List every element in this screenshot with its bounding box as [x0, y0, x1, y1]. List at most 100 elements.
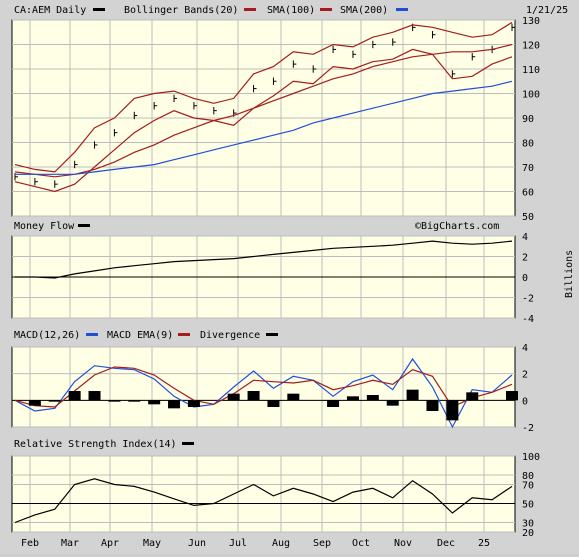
x-tick-label: Mar [61, 538, 79, 549]
y-tick-label: 100 [522, 90, 540, 101]
series-line-rsi [14, 478, 513, 524]
y-tick-label: 90 [522, 114, 534, 125]
divergence-bar [386, 400, 399, 406]
macd-legend-divergence: Divergence [200, 330, 260, 341]
legend-swatch-sma100 [320, 8, 332, 11]
x-tick-label: 25 [478, 538, 490, 549]
price-y-ticks: 50 60 70 80 90 100 110 120 130 [522, 16, 540, 223]
y-tick-label: 0 [522, 396, 528, 407]
series-line-bollinger-upper [14, 21, 513, 173]
y-tick-label: 0 [522, 273, 528, 284]
divergence-bar [466, 392, 479, 401]
series-line-macd [14, 357, 513, 429]
money-flow-title: Money Flow [14, 221, 75, 232]
x-tick-label: Feb [21, 538, 39, 549]
x-axis-ticks: Feb Mar Apr May Jun Jul Aug Sep Oct Nov Dec 25 [21, 538, 490, 549]
x-tick-label: Apr [101, 538, 119, 549]
macd-legend-ema: MACD EMA(9) [107, 330, 173, 341]
divergence-bar [406, 389, 419, 401]
macd-y-ticks: 4 2 0 -2 [522, 343, 534, 434]
money-flow-y-ticks: 4 2 0 -2 -4 [522, 232, 534, 325]
chart-symbol: CA:AEM Daily [14, 5, 86, 16]
divergence-bar [88, 391, 101, 401]
divergence-bar [327, 400, 340, 407]
legend-label-bollinger: Bollinger Bands(20) [124, 5, 238, 16]
divergence-bar [128, 400, 141, 402]
price-series [14, 21, 515, 193]
x-tick-label: Aug [272, 538, 290, 549]
price-panel: 50 60 70 80 90 100 110 120 130 CA:AEM Daily Boll… [11, 5, 568, 232]
divergence-bar [287, 393, 300, 401]
y-tick-label: -4 [522, 314, 534, 325]
x-tick-label: Oct [352, 538, 370, 549]
macd-swatch-ema [178, 333, 190, 336]
x-tick-label: Jun [188, 538, 206, 549]
y-tick-label: 30 [522, 519, 534, 530]
x-tick-label: Nov [394, 538, 412, 549]
legend-swatch-price [93, 8, 105, 11]
x-tick-label: May [143, 538, 161, 549]
series-line-sma-100- [14, 43, 513, 178]
y-tick-label: 2 [522, 370, 528, 381]
rsi-swatch [182, 442, 194, 445]
legend-label-sma200: SMA(200) [340, 5, 388, 16]
y-tick-label: -2 [522, 423, 534, 434]
x-tick-label: Sep [313, 538, 331, 549]
legend-swatch-sma200 [396, 8, 408, 11]
y-tick-label: 80 [522, 471, 534, 482]
bigcharts-watermark: ©BigCharts.com [415, 221, 499, 232]
legend-swatch-bollinger [244, 8, 256, 11]
legend-label-sma100: SMA(100) [267, 5, 315, 16]
divergence-bar [148, 400, 161, 405]
series-line-sma-200- [15, 80, 513, 175]
series-line-macd-ema [14, 366, 513, 408]
y-tick-label: 60 [522, 188, 534, 199]
price-grid [12, 19, 515, 217]
divergence-bar [506, 391, 518, 401]
x-tick-label: Dec [437, 538, 455, 549]
divergence-bar [446, 400, 459, 421]
divergence-bar [48, 400, 61, 402]
macd-swatch-macd [86, 333, 98, 336]
y-tick-label: 80 [522, 139, 534, 150]
money-flow-panel: 4 2 0 -2 -4 Money Flow Billions [11, 221, 575, 325]
divergence-bar [108, 400, 121, 402]
money-flow-grid [12, 235, 515, 319]
y-tick-label: 120 [522, 41, 540, 52]
money-flow-swatch [78, 224, 90, 227]
divergence-bar [247, 391, 260, 401]
macd-series [14, 357, 518, 429]
y-tick-label: 70 [522, 481, 534, 492]
series-line-money-flow [15, 240, 513, 279]
divergence-bar [267, 400, 280, 407]
divergence-bar [426, 400, 439, 411]
divergence-bar [227, 393, 240, 401]
x-tick-label: Jul [229, 538, 247, 549]
legend-item-sma200: SMA(200) [340, 5, 408, 16]
money-flow-ylabel: Billions [564, 250, 575, 298]
macd-legend-macd: MACD(12,26) [14, 330, 80, 341]
divergence-bar [68, 391, 81, 401]
y-tick-label: 20 [522, 528, 534, 539]
y-tick-label: 50 [522, 500, 534, 511]
legend-item-sma100: SMA(100) [267, 5, 332, 16]
divergence-bar [168, 400, 181, 409]
divergence-bar [366, 395, 379, 401]
y-tick-label: 110 [522, 65, 540, 76]
macd-swatch-divergence [266, 333, 278, 336]
y-tick-label: 130 [522, 16, 540, 27]
series-line-bollinger-lower [14, 48, 513, 193]
y-tick-label: 100 [522, 452, 540, 463]
macd-panel: 4 2 0 -2 MACD(12,26) MACD EMA(9) Divergence [11, 330, 534, 434]
y-tick-label: 4 [522, 232, 528, 243]
y-tick-label: -2 [522, 294, 534, 305]
rsi-series [14, 478, 513, 524]
legend-item-bollinger: Bollinger Bands(20) [124, 5, 256, 16]
rsi-title: Relative Strength Index(14) [14, 439, 177, 450]
chart-date: 1/21/25 [526, 5, 568, 16]
y-tick-label: 50 [522, 212, 534, 223]
